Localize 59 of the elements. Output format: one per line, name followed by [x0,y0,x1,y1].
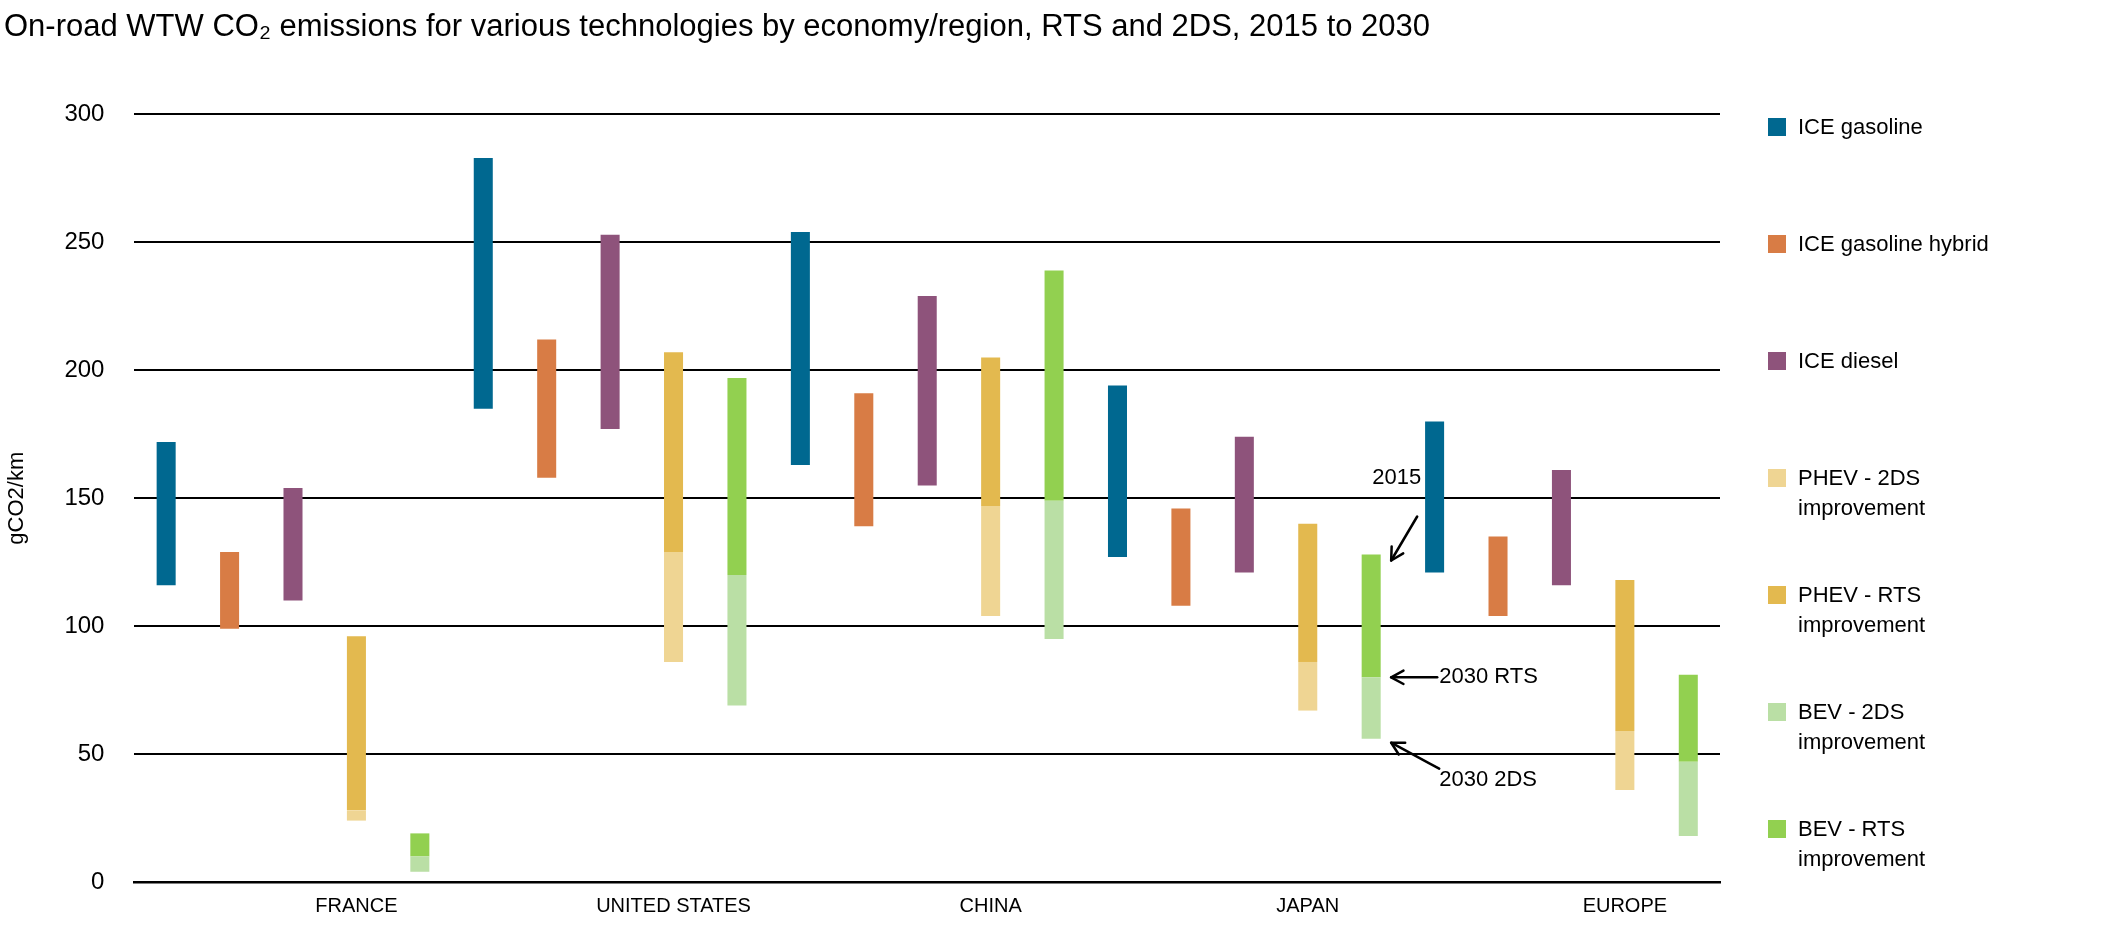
bar [410,833,430,857]
bar [664,551,684,662]
bar [1044,500,1064,639]
bar [1678,761,1698,836]
legend-label: ICE gasoline [1798,113,1923,141]
bar [473,157,493,409]
bar [664,352,684,552]
bar [727,377,747,575]
bar [1298,661,1318,711]
x-tick-label: EUROPE [1582,893,1668,916]
bar [1361,554,1381,678]
bar [156,441,176,586]
chart-title: On-road WTW CO₂ emissions for various technologies by economy/region, RTS and 2DS, 2015 to 2030 [4,8,1431,44]
x-tick-label: UNITED STATES [596,893,751,916]
bar [981,357,1001,506]
bar [1615,580,1635,732]
y-tick-label: 150 [64,482,105,510]
legend-label: PHEV - RTS improvement [1798,581,1927,639]
x-tick-label: CHINA [959,893,1023,916]
bar [1298,523,1318,662]
bar [854,393,874,527]
bar [600,234,620,430]
bar [1425,421,1445,573]
bar [346,636,366,811]
annotation: 2015 [1372,463,1422,489]
y-tick-label: 0 [91,866,105,894]
legend-label: PHEV - 2DS improvement [1798,464,1927,522]
legend-label: ICE diesel [1798,347,1899,375]
bar [981,505,1001,616]
bar [1551,470,1571,586]
bar [346,810,366,821]
bar [1678,674,1698,762]
annotation: 2030 2DS [1439,765,1538,791]
bar [220,551,240,629]
y-tick-label: 250 [64,226,105,254]
bar [1044,270,1064,501]
annotation: 2030 RTS [1439,663,1538,689]
legend-label: BEV - RTS improvement [1798,815,1927,873]
y-tick-label: 300 [64,99,105,127]
y-tick-label: 100 [64,610,105,638]
bar [410,856,430,872]
bar [1488,536,1508,616]
bar [1361,677,1381,739]
bar [283,487,303,601]
x-tick-label: FRANCE [315,893,398,916]
bar [917,296,937,486]
bar [1107,385,1127,558]
bar [790,232,810,465]
x-tick-label: JAPAN [1276,893,1340,916]
bar [727,574,747,706]
bar [1615,731,1635,790]
bar [1171,508,1191,606]
y-axis-title: gCO2/km [3,451,29,545]
legend-label: ICE gasoline hybrid [1798,230,1989,258]
bar [537,339,557,478]
y-tick-label: 50 [77,738,105,766]
y-tick-label: 200 [64,354,105,382]
legend-label: BEV - 2DS improvement [1798,698,1927,756]
bar [1234,436,1254,573]
